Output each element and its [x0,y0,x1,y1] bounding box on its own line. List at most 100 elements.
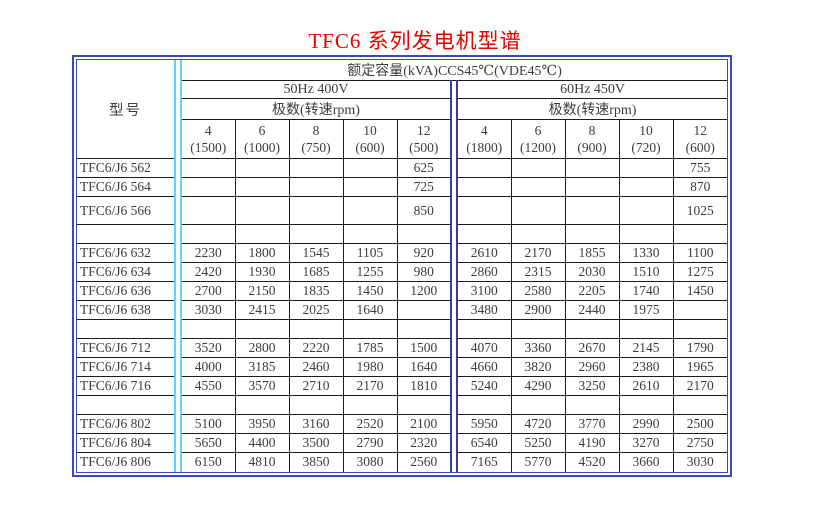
value-cell [180,196,236,225]
value-cell: 1785 [342,338,398,358]
pole-header-cell: 8 (750) [288,119,344,159]
pole-rpm: (600) [355,140,385,155]
value-cell: 2900 [510,300,566,320]
model-cell [77,319,176,339]
value-cell [342,196,398,225]
model-row: TFC6/J6 716 4550 3570 2710 2170 1810 5240 4290 3… [77,376,728,396]
model-cell: TFC6/J6 566 [77,196,176,225]
value-cell [456,395,512,415]
separator-row [77,224,728,244]
value-cell [180,158,236,178]
value-cell: 980 [396,262,452,282]
value-cell [396,319,452,339]
value-cell: 1975 [618,300,674,320]
value-cell: 2800 [234,338,290,358]
value-cell [180,319,236,339]
value-cell: 4810 [234,452,290,472]
value-cell: 2460 [288,357,344,377]
model-cell: TFC6/J6 714 [77,357,176,377]
value-cell: 7165 [456,452,512,472]
value-cell: 3030 [180,300,236,320]
page-title: TFC6 系列发电机型谱 [308,29,522,53]
value-cell: 1835 [288,281,344,301]
value-cell: 2170 [510,243,566,263]
pole-count: 4 [480,123,488,138]
value-cell: 1200 [396,281,452,301]
value-cell: 1255 [342,262,398,282]
value-cell: 3500 [288,433,344,453]
spec-table: 型号 额定容量(kVA)CCS45℃(VDE45℃) 50Hz 400V 60H… [77,60,728,472]
value-cell: 4720 [510,414,566,434]
value-cell: 1740 [618,281,674,301]
value-cell [288,158,344,178]
value-cell: 4000 [180,357,236,377]
value-cell: 1810 [396,376,452,396]
model-row: TFC6/J6 564 725 870 [77,177,728,197]
poles-label-50hz: 极数(转速rpm) [180,98,452,120]
section-divider [450,80,458,472]
value-cell: 1105 [342,243,398,263]
value-cell [510,319,566,339]
value-cell: 3570 [234,376,290,396]
value-cell [288,196,344,225]
pole-header-cell: 12 (600) [672,119,728,159]
pole-count: 10 [363,123,377,138]
value-cell: 5770 [510,452,566,472]
value-cell: 1025 [672,196,728,225]
value-cell: 5100 [180,414,236,434]
pole-rpm: (720) [631,140,661,155]
pole-header-cell: 8 (900) [564,119,620,159]
value-cell [234,319,290,339]
value-cell: 2315 [510,262,566,282]
pole-header-cell: 12 (500) [396,119,452,159]
pole-header-cell: 4 (1800) [456,119,512,159]
value-cell: 5950 [456,414,512,434]
value-cell: 2610 [618,376,674,396]
model-cell: TFC6/J6 806 [77,452,176,472]
value-cell: 3770 [564,414,620,434]
value-cell: 2025 [288,300,344,320]
value-cell [396,395,452,415]
value-cell: 1685 [288,262,344,282]
value-cell: 1100 [672,243,728,263]
pole-count: 4 [204,123,212,138]
value-cell: 1800 [234,243,290,263]
value-cell: 5650 [180,433,236,453]
value-cell: 6540 [456,433,512,453]
pole-rpm: (1200) [520,140,556,155]
model-column-header: 型号 [77,60,175,159]
value-cell: 2170 [342,376,398,396]
value-cell: 2420 [180,262,236,282]
value-cell [288,224,344,244]
value-cell: 1965 [672,357,728,377]
value-cell [234,395,290,415]
value-cell [672,319,728,339]
value-cell [618,196,674,225]
pole-rpm: (750) [301,140,331,155]
value-cell: 1640 [396,357,452,377]
value-cell: 3250 [564,376,620,396]
value-cell [564,177,620,197]
value-cell: 1545 [288,243,344,263]
value-cell: 2750 [672,433,728,453]
value-cell [456,177,512,197]
value-cell [564,196,620,225]
value-cell: 1275 [672,262,728,282]
value-cell: 2380 [618,357,674,377]
pole-count: 10 [639,123,653,138]
value-cell: 920 [396,243,452,263]
value-cell [618,177,674,197]
model-cell: TFC6/J6 564 [77,177,176,197]
value-cell: 2100 [396,414,452,434]
group-60hz-label: 60Hz 450V [456,80,728,99]
value-cell: 1510 [618,262,674,282]
value-cell [180,395,236,415]
value-cell: 4550 [180,376,236,396]
value-cell: 725 [396,177,452,197]
value-cell [288,319,344,339]
value-cell: 2790 [342,433,398,453]
value-cell: 2415 [234,300,290,320]
separator-row [77,395,728,415]
value-cell: 2670 [564,338,620,358]
pole-count: 12 [417,123,431,138]
